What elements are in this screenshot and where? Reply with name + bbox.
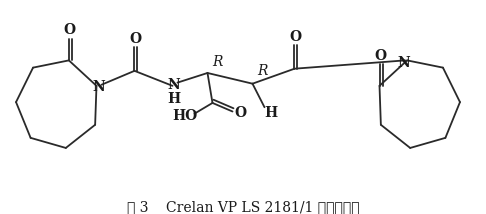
Text: N: N <box>167 78 180 92</box>
Text: H: H <box>167 92 180 106</box>
Text: N: N <box>92 80 105 94</box>
Text: R: R <box>257 64 268 78</box>
Text: O: O <box>234 106 246 120</box>
Text: O: O <box>129 32 141 46</box>
Text: O: O <box>290 30 301 44</box>
Text: R: R <box>212 55 223 69</box>
Text: O: O <box>64 23 76 37</box>
Text: N: N <box>398 55 411 70</box>
Text: HO: HO <box>172 109 197 123</box>
Text: H: H <box>264 106 277 120</box>
Text: O: O <box>374 49 386 63</box>
Text: 图 3    Crelan VP LS 2181/1 的理想结构: 图 3 Crelan VP LS 2181/1 的理想结构 <box>127 201 359 214</box>
